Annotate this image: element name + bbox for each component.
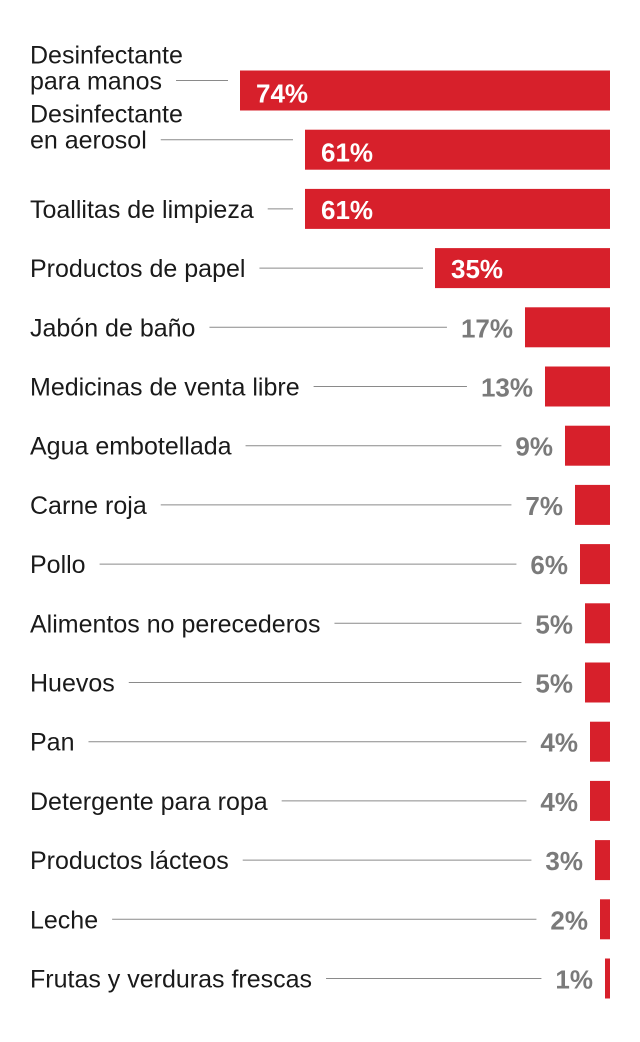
value-label: 7% [525,491,563,521]
bar-row: Carne roja 7% [30,484,610,525]
bar-row: Detergente para ropa 4% [30,780,610,821]
category-label: Detergente para ropa [30,788,268,816]
value-label: 9% [515,432,553,462]
bar-row: Productos lácteos 3% [30,840,610,881]
bar-row: Leche 2% [30,899,610,940]
bar [600,899,610,940]
category-label: Pollo [30,551,86,579]
bar-row: Productos de papel 35% [30,248,610,289]
value-label: 61% [321,195,373,225]
value-label: 4% [540,787,578,817]
bar [545,366,610,407]
bar-row: Alimentos no perecederos 5% [30,603,610,644]
bar [590,721,610,762]
bar [305,188,610,229]
category-label: Desinfectante para manos [30,42,183,96]
category-label: Leche [30,906,98,934]
bar [590,780,610,821]
value-label: 5% [535,609,573,639]
bar [575,484,610,525]
bar [605,958,610,999]
bar [435,248,610,289]
bar-row: Agua embotellada 9% [30,425,610,466]
bar [585,662,610,703]
bar-row: Toallitas de limpieza 61% [30,188,610,229]
value-label: 35% [451,254,503,284]
bar [240,70,610,111]
category-label: Frutas y verduras frescas [30,966,312,994]
category-label: Desinfectante en aerosol [30,101,183,155]
category-label-line: Desinfectante [30,42,183,70]
category-label: Toallitas de limpieza [30,196,254,224]
bar [580,544,610,585]
category-label: Productos de papel [30,255,245,283]
bar-row: Frutas y verduras frescas 1% [30,958,610,999]
bar [305,129,610,170]
value-label: 4% [540,728,578,758]
value-label: 13% [481,373,533,403]
bar [525,307,610,348]
value-label: 61% [321,138,373,168]
bar-row: Huevos 5% [30,662,610,703]
category-label: Carne roja [30,492,147,520]
category-label: Pan [30,729,74,757]
bar-row: Jabón de baño 17% [30,307,610,348]
category-label: Jabón de baño [30,314,195,342]
category-label-line: para manos [30,68,162,96]
value-label: 2% [550,905,588,935]
category-label: Alimentos no perecederos [30,610,320,638]
bar-row: Medicinas de venta libre 13% [30,366,610,407]
category-label: Agua embotellada [30,433,232,461]
value-label: 17% [461,313,513,343]
category-label: Huevos [30,670,115,698]
category-label: Productos lácteos [30,847,229,875]
category-label: Medicinas de venta libre [30,374,300,402]
value-label: 5% [535,669,573,699]
category-label-line: en aerosol [30,127,147,155]
bar [595,840,610,881]
bar-row: Pollo 6% [30,544,610,585]
bar [565,425,610,466]
bar-row: Desinfectante para manos 74% [30,42,610,111]
bar-row: Desinfectante en aerosol 61% [30,101,610,170]
bar [585,603,610,644]
bar-row: Pan 4% [30,721,610,762]
category-label-line: Desinfectante [30,101,183,129]
value-label: 74% [256,79,308,109]
value-label: 1% [555,965,593,995]
value-label: 3% [545,846,583,876]
value-label: 6% [530,550,568,580]
